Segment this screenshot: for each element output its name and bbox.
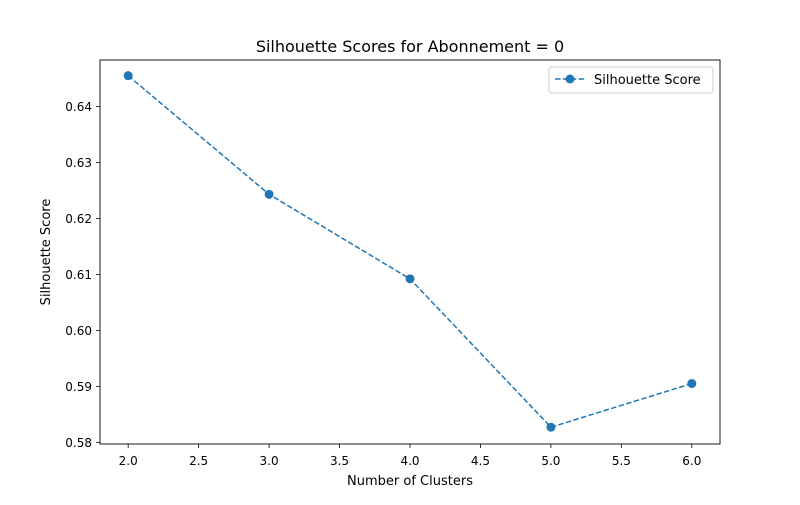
data-point [123,71,133,81]
y-tick-label: 0.62 [65,212,92,226]
legend-box [548,66,714,94]
y-tick-label: 0.64 [65,100,92,114]
series-layer [123,71,697,432]
y-tick-label: 0.61 [65,268,92,282]
data-point [546,422,556,432]
x-axis-ticks: 2.0 2.5 3.0 3.5 4.0 4.5 5.0 5.5 6.0 [119,444,701,468]
x-tick-label: 4.5 [471,454,490,468]
y-tick-label: 0.58 [65,436,92,450]
data-point [405,274,415,284]
x-axis-label: Number of Clusters [347,474,473,489]
x-tick-label: 6.0 [682,454,701,468]
y-axis-ticks: 0.58 0.59 0.60 0.61 0.62 0.63 0.64 [65,100,100,450]
x-tick-label: 2.0 [119,454,138,468]
chart-title: Silhouette Scores for Abonnement = 0 [256,37,564,56]
y-tick-label: 0.60 [65,324,92,338]
legend: Silhouette Score [548,66,714,94]
x-tick-label: 3.5 [330,454,349,468]
y-tick-label: 0.63 [65,156,92,170]
x-tick-label: 5.5 [612,454,631,468]
legend-label: Silhouette Score [594,73,701,88]
y-tick-label: 0.59 [65,380,92,394]
data-point [264,189,274,199]
plot-area: 2.0 2.5 3.0 3.5 4.0 4.5 5.0 5.5 6.0 0.58 0.59 0.60… [65,59,721,468]
data-point [687,379,697,389]
x-tick-label: 4.0 [400,454,419,468]
x-tick-label: 2.5 [189,454,208,468]
x-tick-label: 5.0 [541,454,560,468]
y-axis-label: Silhouette Score [39,199,54,306]
x-tick-label: 3.0 [260,454,279,468]
legend-marker-swatch [565,74,575,84]
